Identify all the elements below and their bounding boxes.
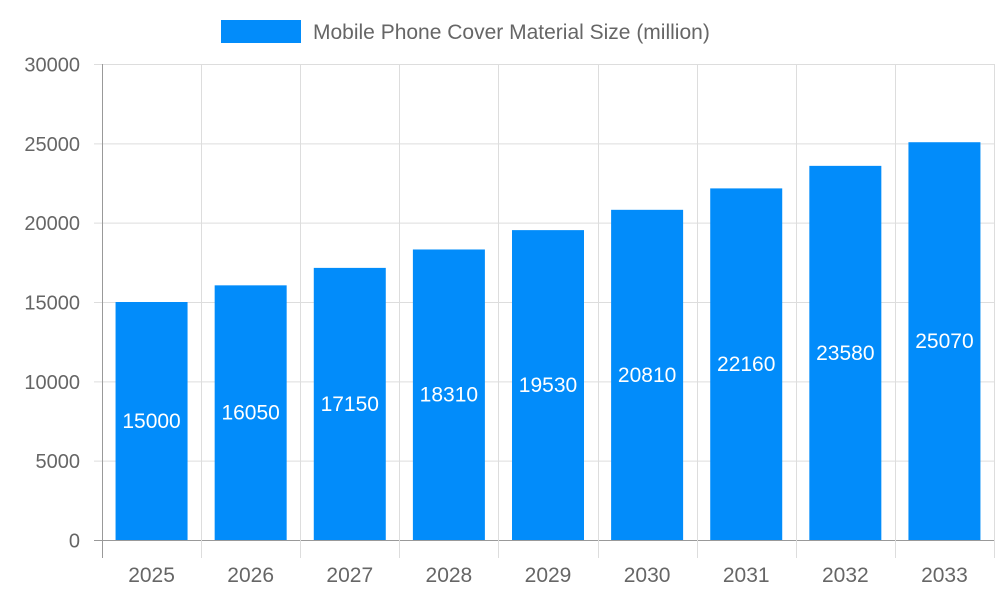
data-label: 25070 bbox=[915, 330, 973, 353]
data-label: 19530 bbox=[519, 374, 577, 397]
x-tick-label: 2029 bbox=[525, 564, 572, 587]
bar-2030 bbox=[611, 209, 684, 540]
legend[interactable]: Mobile Phone Cover Material Size (millio… bbox=[221, 20, 710, 44]
data-label: 20810 bbox=[618, 364, 676, 387]
x-tick-label: 2031 bbox=[723, 564, 770, 587]
x-tick-label: 2028 bbox=[426, 564, 473, 587]
data-label: 23580 bbox=[816, 342, 874, 365]
x-tick-label: 2032 bbox=[822, 564, 869, 587]
y-tick-label: 5000 bbox=[36, 451, 81, 473]
x-tick-label: 2025 bbox=[128, 564, 175, 587]
bar-2029 bbox=[512, 230, 584, 540]
y-tick-label: 25000 bbox=[24, 134, 80, 156]
y-tick-label: 10000 bbox=[24, 372, 80, 394]
bars: 15000 16050 17150 18310 19530 20810 22160 23580… bbox=[115, 142, 981, 541]
bar-2032 bbox=[809, 165, 882, 540]
legend-swatch bbox=[221, 20, 301, 43]
bar-2033 bbox=[908, 142, 981, 541]
data-label: 16050 bbox=[221, 402, 279, 425]
y-tick-label: 30000 bbox=[24, 55, 80, 77]
gridlines bbox=[94, 64, 995, 558]
data-label: 18310 bbox=[420, 384, 478, 407]
x-tick-label: 2033 bbox=[921, 564, 968, 587]
x-tick-label: 2030 bbox=[624, 564, 671, 587]
bar-2027 bbox=[313, 267, 386, 540]
x-tick-label: 2026 bbox=[227, 564, 274, 587]
bar-2028 bbox=[412, 249, 485, 541]
bar-2026 bbox=[214, 285, 287, 540]
data-label: 17150 bbox=[321, 393, 379, 416]
data-label: 22160 bbox=[717, 353, 775, 376]
bar-2031 bbox=[710, 188, 783, 541]
bar-2025 bbox=[115, 302, 188, 540]
axes: 0 5000 10000 15000 20000 25000 30000 2025 2026 20… bbox=[24, 55, 967, 588]
x-tick-label: 2027 bbox=[326, 564, 373, 587]
y-tick-label: 20000 bbox=[24, 213, 80, 235]
data-label: 15000 bbox=[122, 410, 180, 433]
y-tick-label: 0 bbox=[69, 531, 80, 553]
y-tick-label: 15000 bbox=[24, 293, 80, 315]
legend-label: Mobile Phone Cover Material Size (millio… bbox=[313, 21, 710, 44]
